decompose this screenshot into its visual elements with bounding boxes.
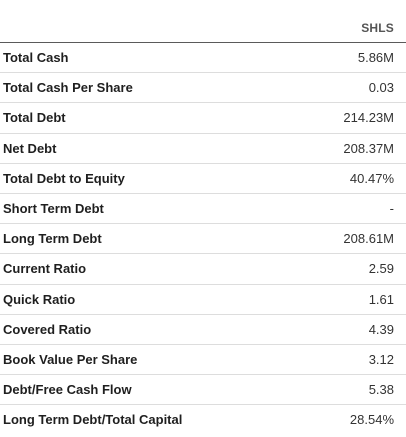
row-label: Short Term Debt	[3, 200, 104, 216]
column-header-ticker[interactable]: SHLS	[361, 21, 394, 35]
row-value: -	[389, 200, 394, 216]
row-label: Debt/Free Cash Flow	[3, 382, 132, 398]
row-value: 2.59	[368, 261, 394, 277]
row-label: Book Value Per Share	[3, 351, 138, 367]
table-row-quick-ratio: Quick Ratio 1.61	[0, 285, 406, 315]
row-value: 208.61M	[343, 231, 394, 247]
table-row-current-ratio: Current Ratio 2.59	[0, 254, 406, 285]
row-label: Net Debt	[3, 140, 57, 156]
row-value: 214.23M	[343, 110, 394, 126]
row-label: Total Cash	[3, 50, 69, 65]
table-row-net-debt: Net Debt 208.37M	[0, 134, 406, 164]
table-row-covered-ratio: Covered Ratio 4.39	[0, 315, 406, 345]
table-row-short-term-debt: Short Term Debt -	[0, 194, 406, 225]
table-row-long-term-debt: Long Term Debt 208.61M	[0, 224, 406, 255]
row-label: Total Cash Per Share	[3, 80, 133, 96]
row-label: Long Term Debt/Total Capital	[3, 412, 183, 428]
row-label: Total Debt to Equity	[3, 170, 125, 186]
table-row-long-term-debt-total-capital: Long Term Debt/Total Capital 28.54%	[0, 405, 406, 435]
row-value: 5.86M	[357, 50, 394, 65]
row-value: 3.12	[368, 351, 394, 367]
table-row-debt-free-cash-flow: Debt/Free Cash Flow 5.38	[0, 375, 406, 406]
table-row-book-value-per-share: Book Value Per Share 3.12	[0, 345, 406, 376]
row-value: 40.47%	[349, 170, 394, 186]
table-row-total-cash-per-share: Total Cash Per Share 0.03	[0, 73, 406, 104]
table-row-total-debt: Total Debt 214.23M	[0, 103, 406, 134]
row-label: Quick Ratio	[3, 291, 76, 307]
row-value: 28.54%	[349, 412, 394, 428]
row-value: 4.39	[368, 321, 394, 337]
row-value: 0.03	[368, 80, 394, 96]
row-label: Total Debt	[3, 110, 66, 126]
row-value: 5.38	[368, 382, 394, 398]
row-value: 208.37M	[343, 140, 394, 156]
row-value: 1.61	[368, 291, 394, 307]
table-row-total-cash: Total Cash 5.86M	[0, 43, 406, 74]
table-row-total-debt-to-equity: Total Debt to Equity 40.47%	[0, 164, 406, 194]
row-label: Long Term Debt	[3, 231, 102, 247]
row-label: Current Ratio	[3, 261, 87, 277]
row-label: Covered Ratio	[3, 321, 92, 337]
table-header-row: SHLS	[0, 0, 406, 43]
